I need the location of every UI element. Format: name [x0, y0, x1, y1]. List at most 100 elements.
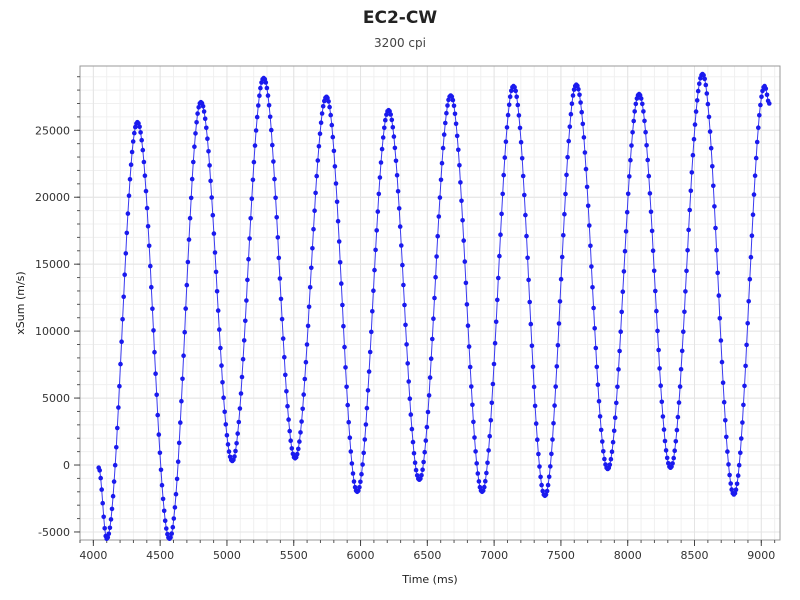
- data-point: [179, 398, 184, 404]
- data-point: [756, 125, 761, 130]
- data-point: [108, 517, 114, 522]
- data-point: [522, 192, 527, 198]
- x-tick-label: 8500: [681, 549, 709, 562]
- data-point: [491, 361, 497, 367]
- data-point: [632, 109, 637, 114]
- data-point: [144, 205, 150, 211]
- data-point: [191, 159, 196, 165]
- data-point: [99, 487, 104, 492]
- data-point: [504, 125, 510, 130]
- data-point: [576, 86, 581, 92]
- data-point: [463, 280, 469, 286]
- data-point: [597, 414, 603, 419]
- data-point: [150, 306, 155, 312]
- x-tick-label: 4000: [79, 549, 107, 562]
- data-point: [157, 450, 163, 456]
- data-point: [489, 400, 495, 406]
- data-point: [549, 451, 554, 457]
- data-point: [240, 356, 246, 362]
- data-point: [413, 467, 419, 473]
- data-point: [727, 472, 732, 478]
- data-point: [326, 99, 331, 104]
- data-point: [235, 431, 240, 436]
- data-point: [435, 233, 441, 239]
- data-point: [193, 131, 198, 136]
- data-point: [214, 289, 220, 294]
- data-point: [486, 448, 491, 453]
- data-point: [372, 267, 377, 273]
- data-point: [562, 211, 567, 217]
- data-point: [488, 418, 494, 423]
- data-point: [592, 326, 597, 331]
- data-point: [378, 160, 384, 165]
- data-point: [282, 354, 287, 360]
- data-point: [670, 461, 675, 466]
- data-point: [432, 295, 437, 301]
- data-point: [110, 493, 116, 499]
- data-point: [109, 506, 115, 512]
- data-point: [497, 253, 502, 259]
- data-point: [377, 175, 383, 180]
- data-point: [525, 255, 530, 261]
- data-point: [146, 243, 152, 249]
- data-point: [710, 164, 715, 169]
- data-point: [628, 157, 633, 163]
- data-point: [142, 173, 148, 178]
- data-point: [467, 364, 473, 370]
- data-point: [369, 329, 374, 335]
- data-point: [471, 419, 476, 425]
- data-point: [439, 160, 445, 166]
- data-point: [704, 91, 710, 96]
- data-point: [717, 316, 723, 321]
- data-point: [428, 356, 434, 362]
- data-point: [544, 488, 550, 494]
- data-point: [660, 414, 666, 419]
- data-point: [593, 345, 599, 351]
- data-point: [661, 427, 667, 432]
- data-point: [537, 464, 542, 469]
- data-point: [645, 157, 650, 163]
- data-point: [465, 323, 471, 329]
- data-point: [220, 380, 225, 385]
- data-point: [565, 154, 570, 160]
- y-tick-label: 10000: [35, 325, 70, 338]
- data-point: [310, 246, 315, 251]
- data-point: [359, 471, 364, 477]
- data-point: [159, 482, 165, 488]
- data-point: [400, 262, 405, 268]
- data-point: [107, 525, 113, 531]
- data-point: [747, 276, 753, 282]
- data-point: [445, 103, 450, 108]
- data-point: [569, 101, 575, 106]
- data-point: [733, 487, 739, 493]
- data-point: [551, 421, 556, 426]
- data-point: [204, 125, 209, 131]
- data-point: [752, 173, 758, 178]
- data-point: [476, 479, 482, 484]
- data-point: [312, 208, 317, 213]
- data-point: [121, 294, 126, 300]
- data-point: [499, 211, 504, 217]
- data-point: [156, 432, 162, 437]
- data-point: [411, 451, 417, 456]
- data-point: [101, 514, 106, 520]
- data-point: [365, 388, 371, 393]
- data-point: [706, 114, 712, 120]
- data-point: [283, 372, 288, 378]
- data-point: [336, 239, 342, 244]
- data-point: [684, 268, 689, 274]
- data-point: [433, 274, 438, 280]
- data-point: [464, 302, 470, 307]
- data-point: [456, 147, 461, 153]
- data-point: [515, 102, 521, 108]
- data-point: [498, 232, 503, 237]
- data-point: [348, 449, 354, 454]
- data-point: [294, 451, 300, 457]
- data-point: [403, 322, 408, 328]
- data-point: [659, 399, 665, 405]
- data-point: [180, 376, 185, 382]
- data-point: [117, 383, 122, 389]
- data-point: [719, 359, 725, 365]
- data-point: [367, 349, 373, 355]
- data-point: [552, 403, 557, 408]
